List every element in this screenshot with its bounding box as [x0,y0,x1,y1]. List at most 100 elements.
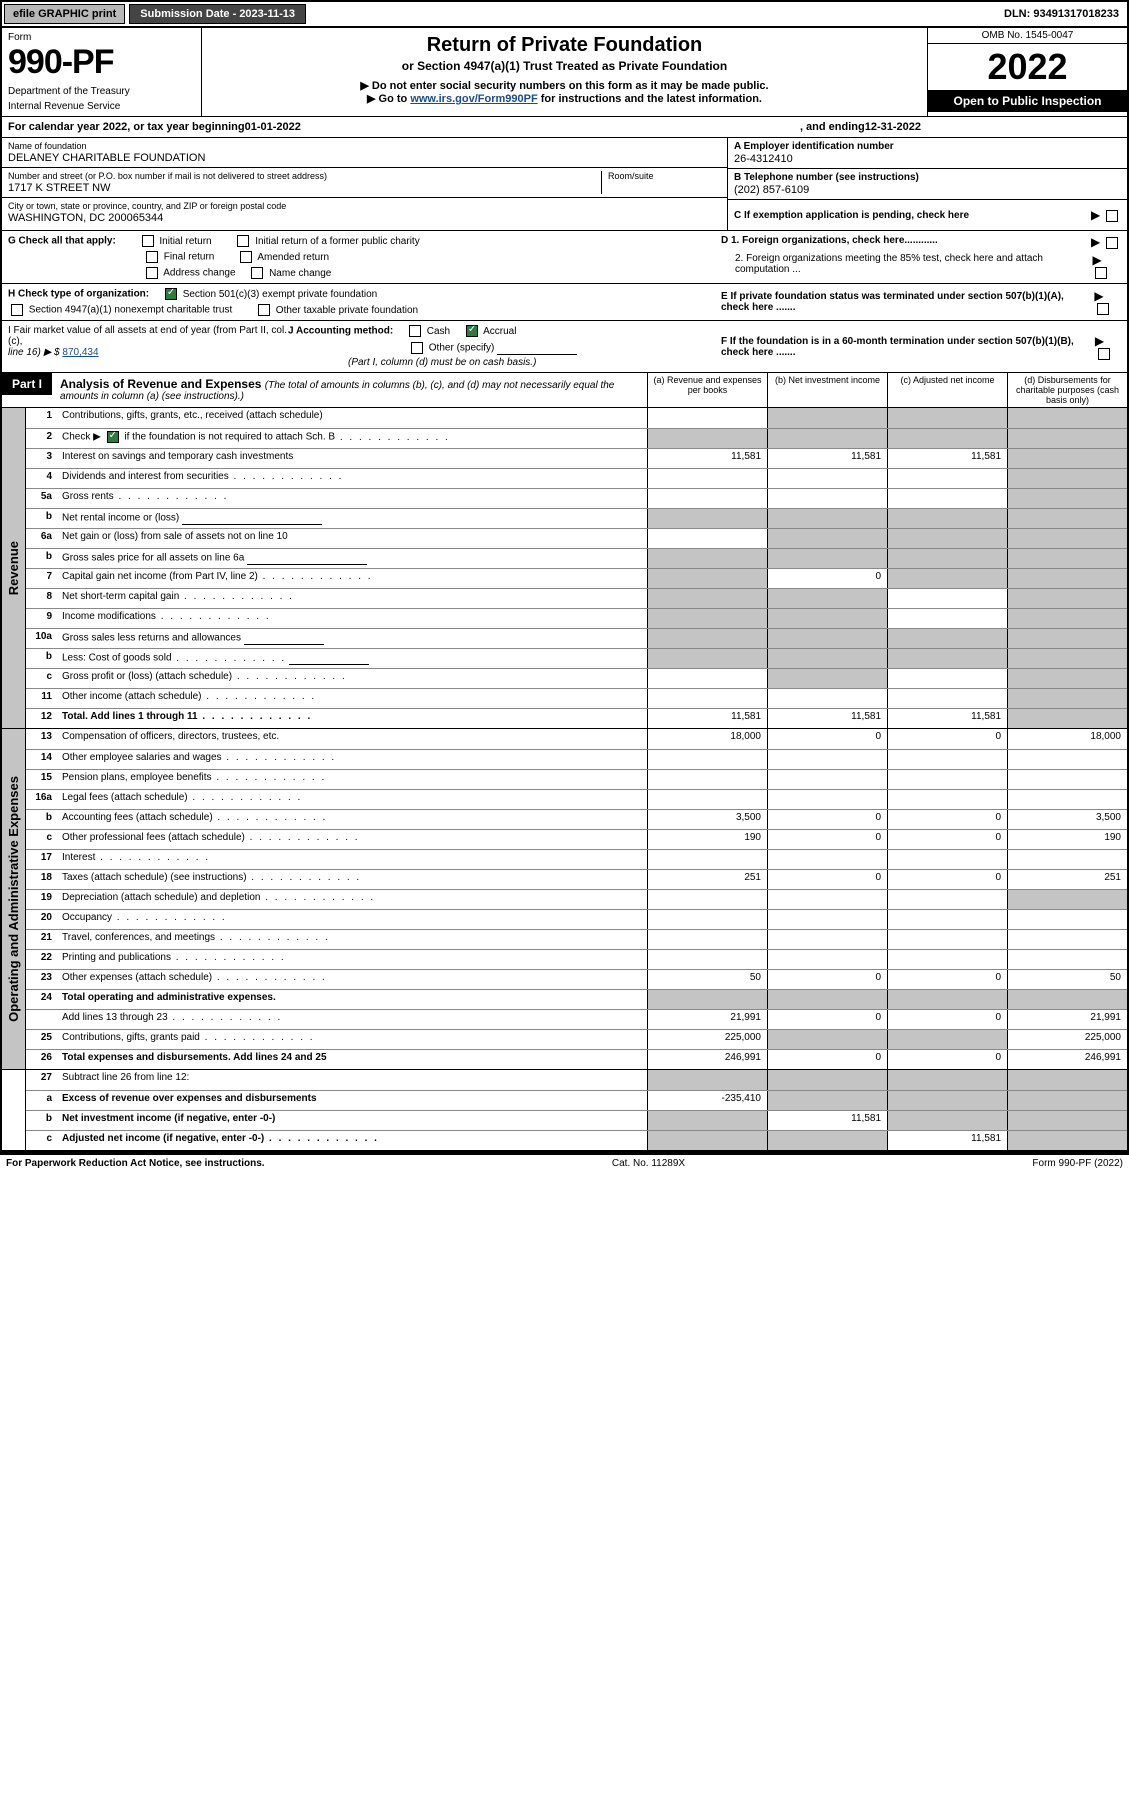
form-subtitle: or Section 4947(a)(1) Trust Treated as P… [212,59,917,73]
initial-former-checkbox[interactable] [237,235,249,247]
efile-print-button[interactable]: efile GRAPHIC print [4,4,125,24]
instructions-link[interactable]: www.irs.gov/Form990PF [410,93,537,105]
line-num: 18 [26,870,58,889]
line-num: 17 [26,850,58,869]
line-desc: Interest [58,850,647,869]
cell-c: 0 [887,870,1007,889]
name-change-checkbox[interactable] [251,267,263,279]
f-checkbox[interactable] [1098,348,1110,360]
open-public-badge: Open to Public Inspection [928,90,1127,112]
room-label: Room/suite [608,171,721,181]
form-header: Form 990-PF Department of the Treasury I… [2,28,1127,117]
501c3-label: Section 501(c)(3) exempt private foundat… [183,289,378,300]
line-desc: Taxes (attach schedule) (see instruction… [58,870,647,889]
goto-prefix: ▶ Go to [367,93,410,105]
calyear-end: 12-31-2022 [865,121,921,133]
part1-tab: Part I [2,373,52,395]
cell-c: 0 [887,1050,1007,1069]
501c3-checkbox[interactable] [165,288,177,300]
other-method-label: Other (specify) [429,343,495,354]
cell-c: 11,581 [887,709,1007,728]
line-num: 21 [26,930,58,949]
h-label: H Check type of organization: [8,289,149,300]
cell-a: 251 [647,870,767,889]
initial-return-checkbox[interactable] [142,235,154,247]
cell-c: 0 [887,830,1007,849]
omb-number: OMB No. 1545-0047 [928,28,1127,44]
cell-c: 0 [887,1010,1007,1029]
final-return-label: Final return [164,252,215,263]
section-ij-row: I Fair market value of all assets at end… [2,321,1127,373]
line-desc: Depreciation (attach schedule) and deple… [58,890,647,909]
final-return-checkbox[interactable] [146,251,158,263]
form-title: Return of Private Foundation [212,34,917,57]
catalog-number: Cat. No. 11289X [612,1158,685,1169]
cash-basis-note: (Part I, column (d) must be on cash basi… [348,357,715,368]
cell-d: 50 [1007,970,1127,989]
amended-checkbox[interactable] [240,251,252,263]
d1-checkbox[interactable] [1106,237,1118,249]
line-desc: Contributions, gifts, grants paid [58,1030,647,1049]
cell-c: 0 [887,970,1007,989]
exemption-checkbox[interactable] [1106,210,1118,222]
address-change-checkbox[interactable] [146,267,158,279]
line-desc: Gross sales price for all assets on line… [58,549,647,568]
cell-b: 11,581 [767,709,887,728]
line-desc: Interest on savings and temporary cash i… [58,449,647,468]
line-num: c [26,1131,58,1150]
d2-checkbox[interactable] [1095,267,1107,279]
calyear-begin: 01-01-2022 [245,121,301,133]
cell-b: 11,581 [767,449,887,468]
line-desc: Gross profit or (loss) (attach schedule) [58,669,647,688]
cash-checkbox[interactable] [409,325,421,337]
form-ref: Form 990-PF (2022) [1032,1158,1123,1169]
street-address: 1717 K STREET NW [8,182,601,194]
line-num: b [26,509,58,528]
cell-d: 246,991 [1007,1050,1127,1069]
line-num: c [26,830,58,849]
line-num: 19 [26,890,58,909]
line-desc: Net short-term capital gain [58,589,647,608]
cell-a: 3,500 [647,810,767,829]
line-desc: Adjusted net income (if negative, enter … [58,1131,647,1150]
top-bar: efile GRAPHIC print Submission Date - 20… [2,2,1127,28]
accrual-checkbox[interactable] [466,325,478,337]
line-desc: Compensation of officers, directors, tru… [58,729,647,749]
other-taxable-checkbox[interactable] [258,304,270,316]
f-label: F If the foundation is in a 60-month ter… [721,336,1095,358]
line-num: c [26,669,58,688]
cell-b: 0 [767,830,887,849]
foundation-info: Name of foundation DELANEY CHARITABLE FO… [2,138,1127,231]
line-num: 6a [26,529,58,548]
line-desc: Contributions, gifts, grants, etc., rece… [58,408,647,428]
line-num: 5a [26,489,58,508]
col-d-header: (d) Disbursements for charitable purpose… [1007,373,1127,407]
accrual-label: Accrual [483,326,516,337]
part1-title: Analysis of Revenue and Expenses [60,377,265,391]
page-footer: For Paperwork Reduction Act Notice, see … [0,1154,1129,1172]
line-desc: Add lines 13 through 23 [58,1010,647,1029]
cell-a: 11,581 [647,449,767,468]
line-desc: Capital gain net income (from Part IV, l… [58,569,647,588]
initial-return-label: Initial return [159,236,211,247]
4947-checkbox[interactable] [11,304,23,316]
form-label: Form [8,32,195,43]
phone-value: (202) 857-6109 [734,184,1121,196]
fmv-value[interactable]: 870,434 [62,347,98,358]
section-h-row: H Check type of organization: Section 50… [2,284,1127,321]
line-num: b [26,549,58,568]
goto-suffix: for instructions and the latest informat… [538,93,762,105]
e-checkbox[interactable] [1097,303,1109,315]
line-desc: Check ▶ if the foundation is not require… [58,429,647,448]
line-desc: Less: Cost of goods sold [58,649,647,668]
expenses-table: Operating and Administrative Expenses 13… [2,729,1127,1070]
other-method-checkbox[interactable] [411,342,423,354]
line27-table: 27Subtract line 26 from line 12: aExcess… [2,1070,1127,1152]
schb-checkbox[interactable] [107,431,119,443]
cell-a: 225,000 [647,1030,767,1049]
cell-a: 190 [647,830,767,849]
fmv-label: I Fair market value of all assets at end… [8,325,288,347]
name-label: Name of foundation [8,141,721,151]
line-desc: Total expenses and disbursements. Add li… [58,1050,647,1069]
cell-b: 0 [767,729,887,749]
